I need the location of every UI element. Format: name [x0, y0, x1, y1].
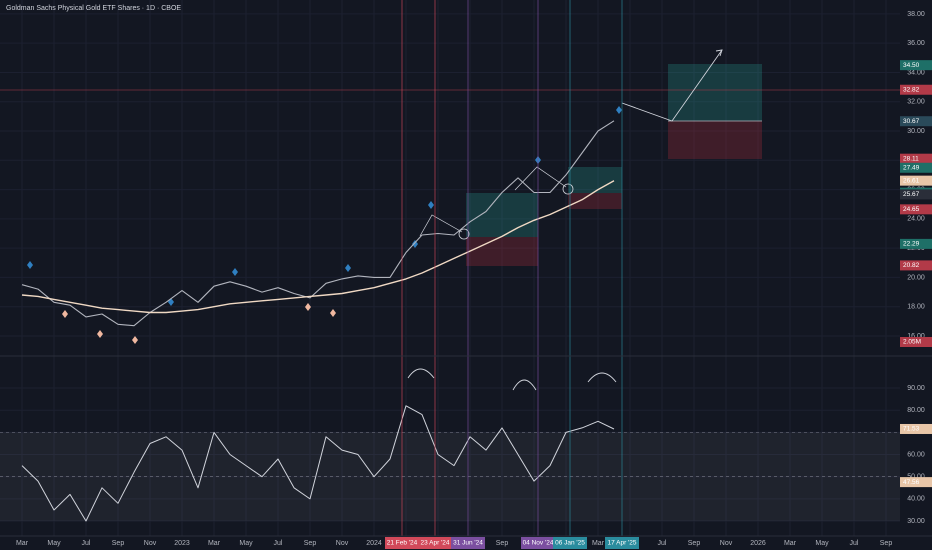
- projection-arrow: [621, 49, 723, 122]
- price-tag-label: 32.82: [903, 86, 920, 93]
- x-tick-label: Sep: [880, 540, 893, 547]
- axes: Mar May Jul Sep Nov 2023 Mar May Jul Sep Nov 2024 Ma…: [16, 11, 932, 549]
- date-marker-label: 17 Apr '25: [607, 540, 636, 547]
- date-marker-tag: [605, 537, 639, 549]
- y-tick-label: 60.00: [907, 451, 925, 458]
- date-marker-label: 31 Jun '24: [453, 540, 483, 547]
- x-tick-label: May: [815, 540, 829, 547]
- y-tick-label: 90.00: [907, 385, 925, 392]
- x-tick-label: Nov: [144, 540, 157, 547]
- y-tick-label: 24.00: [907, 216, 925, 223]
- x-tick-label: 2023: [174, 540, 190, 547]
- moving-average: [21, 180, 615, 314]
- price-tag: [900, 116, 932, 127]
- long-target-zone: [568, 167, 622, 193]
- x-tick-label: Jul: [274, 540, 283, 547]
- price-tag-label: 71.53: [903, 426, 920, 433]
- x-tick-label: 2024: [366, 540, 382, 547]
- x-tick-label: Sep: [112, 540, 125, 547]
- y-tick-label: 32.00: [907, 99, 925, 106]
- signal-diamonds: [62, 303, 336, 344]
- price-tag: [900, 162, 932, 173]
- price-line: [21, 120, 615, 327]
- price-tag-label: 24.65: [903, 206, 920, 213]
- x-tick-label: 2026: [750, 540, 766, 547]
- y-tick-label: 36.00: [907, 40, 925, 47]
- long-stop-zone: [568, 193, 622, 209]
- y-tick-label: 80.00: [907, 407, 925, 414]
- chart-title: Goldman Sachs Physical Gold ETF Shares ·…: [6, 5, 181, 12]
- date-marker-tag: [553, 537, 587, 549]
- volume-tag-label: 2.05M: [903, 339, 921, 346]
- price-tag: [900, 260, 932, 271]
- long-target-zone: [466, 193, 538, 237]
- price-tag-label: 30.67: [903, 118, 920, 125]
- price-tag: [900, 84, 932, 95]
- price-tag-label: 27.49: [903, 164, 920, 171]
- date-marker-label: 04 Nov '24: [523, 540, 554, 547]
- x-tick-label: Mar: [16, 540, 29, 547]
- price-tag-label: 28.11: [903, 155, 919, 162]
- x-tick-label: Jul: [82, 540, 91, 547]
- date-marker-tag: [418, 537, 452, 549]
- grid: [0, 0, 900, 536]
- price-tag: [900, 204, 932, 215]
- pivot-circle: [458, 228, 470, 240]
- x-tick-label: Jul: [658, 540, 667, 547]
- price-tag: [900, 423, 932, 434]
- y-tick-label: 50.00: [907, 474, 925, 481]
- y-tick-label: 34.00: [907, 69, 925, 76]
- long-stop-zone: [466, 237, 538, 266]
- x-tick-label: Sep: [688, 540, 701, 547]
- y-tick-label: 30.00: [907, 518, 925, 525]
- price-tag-label: 25.67: [903, 191, 920, 198]
- y-tick-label: 30.00: [907, 128, 925, 135]
- price-tag-label: 34.50: [903, 62, 920, 69]
- price-tag-label: 26.61: [903, 177, 920, 184]
- drawings: [0, 49, 900, 391]
- date-marker-label: 21 Feb '24: [387, 540, 418, 547]
- price-tag-label: 47.56: [903, 479, 920, 486]
- x-tick-label: Mar: [208, 540, 221, 547]
- rsi-arcs: [407, 368, 617, 391]
- date-marker-tag: [385, 537, 419, 549]
- y-tick-label: 20.00: [907, 274, 925, 281]
- price-tag: [900, 175, 932, 186]
- date-marker-tag: [451, 537, 485, 549]
- arrow-head: [715, 49, 723, 57]
- y-tick-label: 40.00: [907, 496, 925, 503]
- x-tick-label: Nov: [720, 540, 733, 547]
- price-tag-label: 20.82: [903, 262, 920, 269]
- x-tick-label: Sep: [304, 540, 317, 547]
- x-tick-label: Mar: [784, 540, 797, 547]
- date-marker-label: 23 Apr '24: [420, 540, 449, 547]
- long-stop-zone: [668, 121, 762, 159]
- x-tick-label: Mar: [592, 540, 605, 547]
- x-tick-label: Jul: [850, 540, 859, 547]
- long-target-zone: [668, 64, 762, 121]
- pivot-circle: [562, 183, 574, 195]
- date-marker-label: 06 Jan '25: [555, 540, 585, 547]
- pattern-line: [419, 214, 463, 237]
- date-marker-tag: [521, 537, 555, 549]
- price-tag: [900, 60, 932, 71]
- price-tag-label: 22.29: [903, 241, 920, 248]
- y-tick-label: 16.00: [907, 333, 925, 340]
- price-tag: [900, 477, 932, 488]
- price-tag: [900, 238, 932, 249]
- x-tick-label: May: [47, 540, 61, 547]
- plot: [0, 0, 900, 536]
- x-tick-label: Sep: [496, 540, 509, 547]
- price-tag: [900, 189, 932, 200]
- x-tick-label: Nov: [336, 540, 349, 547]
- price-tag: [900, 153, 932, 164]
- y-tick-label: 18.00: [907, 304, 925, 311]
- volume-tag: [900, 337, 932, 347]
- x-tick-label: May: [239, 540, 253, 547]
- y-tick-label: 38.00: [907, 11, 925, 18]
- rsi-line: [21, 405, 615, 522]
